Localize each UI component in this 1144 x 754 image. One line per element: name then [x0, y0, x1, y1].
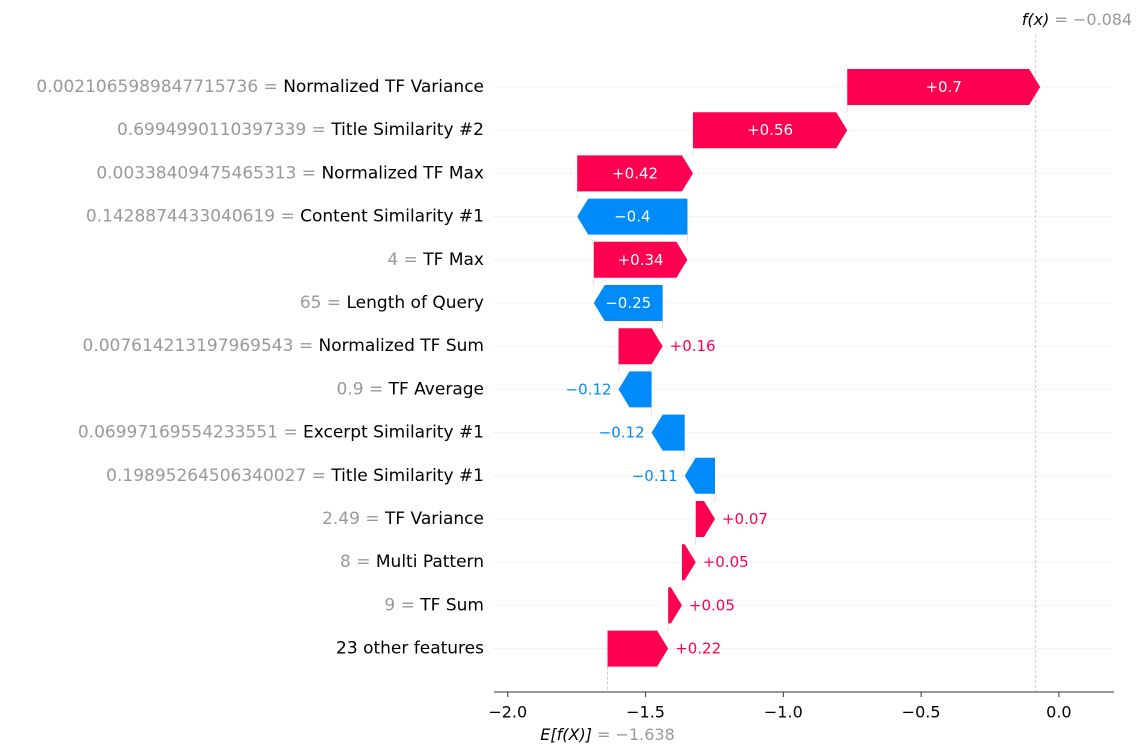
feature-label: 0.1428874433040619 = Content Similarity …: [86, 207, 484, 227]
feature-label: 0.06997169554233551 = Excerpt Similarity…: [78, 423, 484, 443]
feature-label: 0.00338409475465313 = Normalized TF Max: [96, 163, 484, 183]
x-tick-label: −2.0: [488, 703, 527, 722]
feature-value: 9 =: [384, 595, 420, 615]
bar-label: +0.07: [722, 510, 768, 528]
bar-label: +0.16: [670, 337, 716, 355]
gridlines: [494, 86, 1114, 649]
x-tick-label: −0.5: [902, 703, 941, 722]
feature-name: Normalized TF Max: [321, 163, 484, 183]
bar-1: [847, 69, 1041, 105]
bar-label: +0.7: [925, 78, 961, 96]
bar-12: [681, 544, 696, 581]
bar-14: [607, 630, 669, 667]
bar-label: −0.12: [566, 380, 612, 398]
bar-8: [618, 371, 652, 408]
x-tick-label: −1.0: [764, 703, 803, 722]
x-tick-label: −1.5: [626, 703, 665, 722]
feature-value: 0.007614213197969543 =: [83, 336, 319, 356]
x-tick-label: 0.0: [1046, 703, 1071, 722]
feature-name: Length of Query: [347, 293, 485, 313]
bar-label: −0.11: [632, 467, 678, 485]
x-axis: −2.0 −1.5 −1.0 −0.5 0.0: [488, 691, 1114, 722]
feature-name: TF Variance: [384, 509, 484, 529]
feature-value: 0.06997169554233551 =: [78, 423, 303, 443]
feature-value: 4 =: [387, 250, 423, 270]
feature-name: 23 other features: [336, 639, 484, 659]
annotations: E[f(X)] = −1.638 f(x) = −0.084: [540, 10, 1132, 744]
feature-label: 0.0021065989847715736 = Normalized TF Va…: [36, 77, 484, 97]
bar-label: +0.22: [675, 640, 721, 658]
feature-name: Normalized TF Variance: [283, 77, 484, 97]
feature-name: Title Similarity #2: [330, 120, 484, 140]
bar-3: [577, 155, 693, 192]
bar-9: [651, 414, 685, 451]
feature-label: 65 = Length of Query: [300, 293, 484, 313]
bar-5: [593, 241, 688, 278]
feature-label: 0.007614213197969543 = Normalized TF Sum: [83, 336, 484, 356]
bars: [577, 69, 1041, 667]
bar-7: [618, 328, 663, 365]
bar-label: +0.56: [747, 121, 793, 139]
feature-name: Excerpt Similarity #1: [303, 423, 484, 443]
feature-label: 2.49 = TF Variance: [322, 509, 484, 529]
feature-name: Normalized TF Sum: [318, 336, 484, 356]
connectors: [576, 35, 1037, 692]
bar-11: [695, 501, 715, 537]
feature-value: 2.49 =: [322, 509, 385, 529]
output-value-annotation: f(x) = −0.084: [1022, 10, 1132, 29]
feature-value: 0.1428874433040619 =: [86, 207, 300, 227]
feature-label: 0.19895264506340027 = Title Similarity #…: [106, 466, 484, 486]
bar-label: −0.12: [599, 424, 645, 442]
feature-value: 65 =: [300, 293, 347, 313]
feature-name: Multi Pattern: [376, 552, 484, 572]
feature-value: 0.00338409475465313 =: [96, 163, 321, 183]
feature-label: 0.9 = TF Average: [337, 379, 484, 399]
feature-value: 0.6994990110397339 =: [117, 120, 331, 140]
y-axis-labels: 0.0021065989847715736 = Normalized TF Va…: [36, 77, 484, 659]
bar-label: −0.25: [605, 294, 651, 312]
feature-value: 8 =: [340, 552, 376, 572]
bar-10: [684, 457, 715, 494]
feature-name: Content Similarity #1: [300, 207, 484, 227]
bar-2: [692, 112, 848, 149]
bar-label: +0.05: [703, 553, 749, 571]
feature-name: TF Max: [422, 250, 484, 270]
feature-value: 0.0021065989847715736 =: [36, 77, 283, 97]
bar-labels: +0.7 +0.56 +0.42 −0.4 +0.34 −0.25 +0.16 −0.12 −0…: [566, 78, 962, 658]
feature-label: 0.6994990110397339 = Title Similarity #2: [117, 120, 484, 140]
bar-6: [593, 285, 663, 321]
feature-label: 9 = TF Sum: [384, 595, 484, 615]
feature-name: TF Sum: [419, 595, 484, 615]
bar-label: +0.42: [612, 164, 658, 182]
feature-value: 0.9 =: [337, 379, 389, 399]
bar-label: −0.4: [614, 208, 650, 226]
bar-label: +0.34: [618, 251, 664, 269]
feature-label: 8 = Multi Pattern: [340, 552, 484, 572]
feature-label: 23 other features: [336, 639, 484, 659]
feature-name: TF Average: [388, 379, 484, 399]
base-value-annotation: E[f(X)] = −1.638: [540, 725, 674, 744]
feature-value: 0.19895264506340027 =: [106, 466, 331, 486]
feature-label: 4 = TF Max: [387, 250, 484, 270]
bar-label: +0.05: [689, 596, 735, 614]
bar-13: [668, 587, 682, 624]
bar-4: [577, 198, 688, 235]
feature-name: Title Similarity #1: [330, 466, 484, 486]
